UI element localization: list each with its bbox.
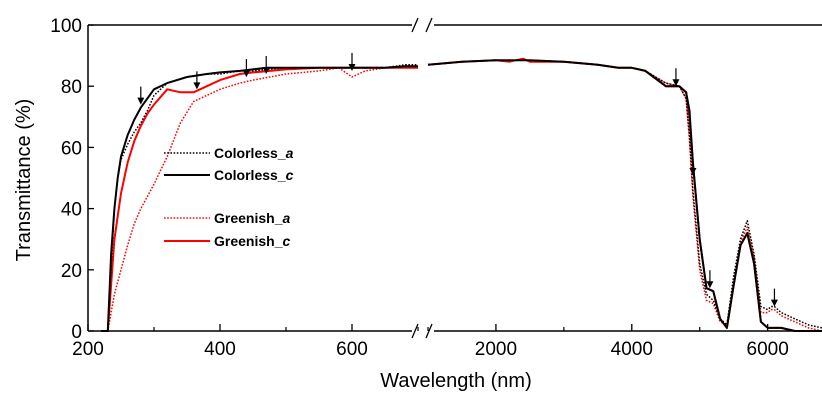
y-tick-label-60: 60 [61, 138, 82, 159]
plot-frame [87, 24, 822, 332]
series-line-greenish-c-seg2 [427, 57, 822, 332]
plot-lines [101, 57, 822, 332]
x-tick-label-6000: 6000 [747, 339, 789, 360]
series-line-colorless-c-seg1 [101, 65, 418, 332]
y-tick-label-40: 40 [61, 200, 82, 221]
legend: Colorless_a Colorless_c Greenish_a Greenish… [164, 145, 294, 249]
arrow-head-1 [137, 97, 145, 105]
arrow-head-7 [689, 168, 697, 175]
x-tick-label-2000: 2000 [475, 339, 517, 360]
break-slash-bottom-1 [411, 323, 419, 339]
y-tick-label-80: 80 [61, 77, 82, 98]
series-line-colorless-a-seg1 [101, 64, 418, 332]
x-tick-label-400: 400 [204, 339, 236, 360]
series-line-greenish-a-seg1 [101, 67, 418, 332]
y-tick-label-100: 100 [50, 16, 82, 37]
arrow-head-9 [770, 299, 778, 307]
break-slash-top-1 [411, 17, 419, 33]
arrow-head-6 [672, 79, 680, 87]
x-tick-label-600: 600 [336, 339, 368, 360]
arrow-head-4 [262, 67, 270, 75]
legend-label-colorless-a: Colorless_a [214, 145, 294, 161]
arrow-head-2 [193, 82, 201, 90]
series-line-colorless-a-seg2 [427, 59, 822, 329]
annotation-arrows [137, 52, 778, 307]
legend-label-greenish-a: Greenish_a [214, 210, 290, 226]
axis-ticks: 0 20 40 60 80 100 200 400 600 2000 4000 6000 [50, 16, 788, 360]
x-tick-label-200: 200 [72, 339, 104, 360]
axis-break-marker [411, 17, 433, 339]
y-tick-label-0: 0 [71, 322, 82, 343]
y-tick-label-20: 20 [61, 261, 82, 282]
series-line-greenish-a-seg2 [427, 57, 822, 332]
x-tick-label-4000: 4000 [611, 339, 653, 360]
arrow-head-8 [706, 281, 714, 289]
break-slash-top-2 [425, 17, 433, 33]
arrow-head-5 [348, 63, 356, 71]
series-line-colorless-c-seg2 [427, 59, 822, 332]
break-slash-bottom-2 [425, 323, 433, 339]
x-axis-title: Wavelength (nm) [380, 370, 532, 392]
arrow-head-3 [242, 70, 250, 78]
y-axis-title: Transmittance (%) [13, 99, 35, 262]
legend-label-greenish-c: Greenish_c [214, 233, 290, 249]
legend-label-colorless-c: Colorless_c [214, 167, 294, 183]
